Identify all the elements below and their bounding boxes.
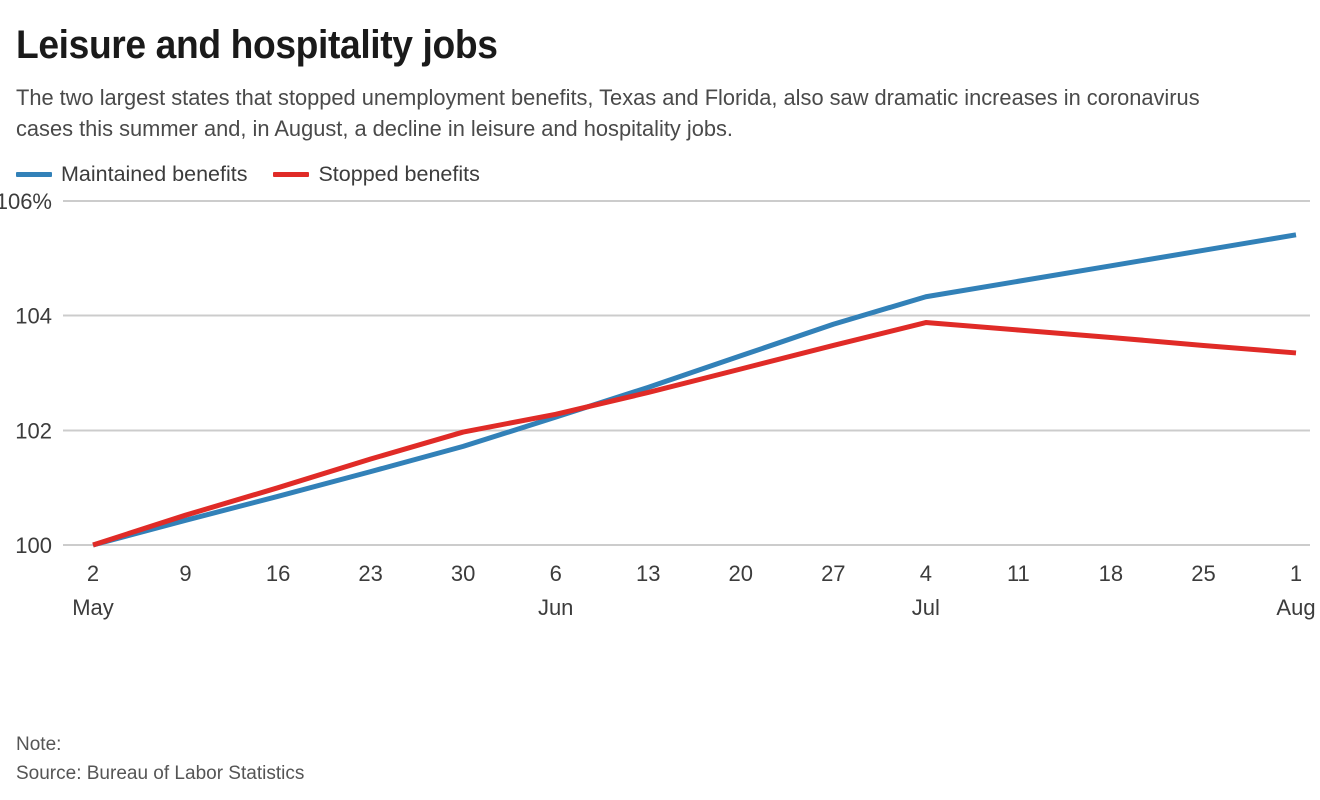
line-chart-svg: 100 102 104 106% 2 May 9 16 23 30 6 Jun 13 20 27 4 Jul 1… — [0, 189, 1316, 620]
legend-swatch-icon — [16, 171, 52, 177]
x-axis-tick-label: 27 — [821, 561, 845, 586]
x-axis-month-label: Jun — [538, 595, 573, 620]
y-axis-tick-label: 106% — [0, 189, 52, 214]
x-axis-tick-label: 11 — [1007, 561, 1030, 586]
legend-item-maintained-benefits[interactable]: Maintained benefits — [16, 162, 247, 186]
x-axis-tick-label: 2 — [87, 561, 99, 586]
x-axis-tick-label: 25 — [1191, 561, 1215, 586]
legend-swatch-icon — [273, 171, 310, 177]
x-axis-labels-group: 2 May 9 16 23 30 6 Jun 13 20 27 4 Jul 11 18 25 1 Aug — [72, 561, 1315, 620]
legend-label: Stopped benefits — [318, 162, 480, 186]
chart-subtitle: The two largest states that stopped unem… — [16, 85, 1200, 141]
x-axis-tick-label: 1 — [1290, 561, 1302, 586]
x-axis-tick-label: 4 — [920, 561, 932, 586]
x-axis-tick-label: 9 — [179, 561, 191, 586]
x-axis-tick-label: 23 — [358, 561, 382, 586]
x-axis-tick-label: 6 — [550, 561, 562, 586]
x-axis-tick-label: 30 — [451, 561, 475, 586]
page-title: Leisure and hospitality jobs — [16, 23, 498, 67]
x-axis-month-label: Aug — [1276, 595, 1315, 620]
footer-source: Source: Bureau of Labor Statistics — [16, 763, 305, 784]
gridlines-group — [63, 200, 1310, 546]
series-line-stopped-benefits — [92, 320, 1297, 548]
chart-legend: Maintained benefits Stopped benefits — [16, 144, 1304, 189]
chart-plot-area: 100 102 104 106% 2 May 9 16 23 30 6 Jun 13 20 27 4 Jul 1… — [0, 189, 1320, 659]
y-axis-tick-label: 104 — [15, 304, 52, 329]
x-axis-tick-label: 18 — [1099, 561, 1123, 586]
x-axis-tick-label: 20 — [729, 561, 753, 586]
x-axis-tick-label: 16 — [266, 561, 290, 586]
legend-item-stopped-benefits[interactable]: Stopped benefits — [273, 162, 480, 186]
x-axis-tick-label: 13 — [636, 561, 660, 586]
x-axis-month-label: Jul — [912, 595, 940, 620]
chart-footer: Note: Source: Bureau of Labor Statistics — [16, 730, 304, 788]
series-lines-group — [92, 232, 1297, 548]
legend-label: Maintained benefits — [61, 162, 248, 186]
y-axis-tick-label: 102 — [15, 418, 52, 443]
y-axis-tick-label: 100 — [15, 533, 52, 558]
series-line-maintained-benefits — [92, 232, 1297, 548]
footer-note: Note: — [16, 734, 62, 755]
x-axis-month-label: May — [72, 595, 114, 620]
y-axis-labels-group: 100 102 104 106% — [0, 189, 52, 558]
